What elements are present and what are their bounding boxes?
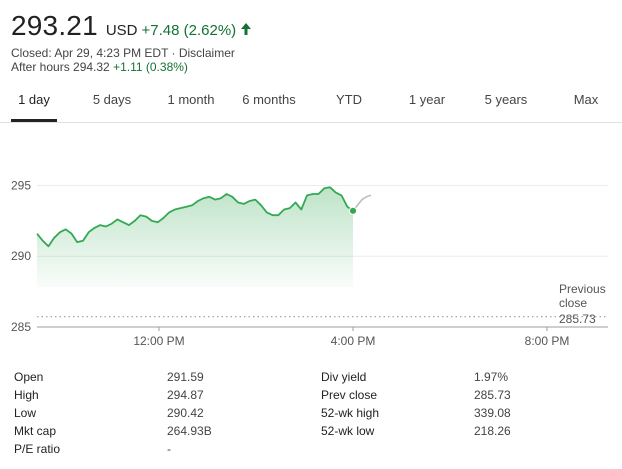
stat-value-mkt-cap: 264.93B [167,424,212,438]
stat-value-high: 294.87 [167,388,204,402]
stat-label-52-wk-low: 52-wk low [321,424,375,438]
stat-value-pe-ratio: - [167,442,171,456]
stat-label-pe-ratio: P/E ratio [14,442,61,456]
stat-value-52-wk-low: 218.26 [474,424,511,438]
active-tab-indicator [11,119,57,122]
x-tick-label: 8:00 PM [525,334,570,348]
stat-label-low: Low [14,406,37,420]
stat-value-open: 291.59 [167,370,204,384]
stat-value-prev-close: 285.73 [474,388,511,402]
previous-close-label: close [559,296,587,310]
stat-label-open: Open [14,370,44,384]
x-tick-label: 12:00 PM [133,334,184,348]
tab-1-month[interactable]: 1 month [167,92,215,107]
y-tick-label: 285 [11,320,31,334]
closed-status: Closed: Apr 29, 4:23 PM EDT · Disclaimer [11,46,235,60]
arrow-up-icon [241,23,252,35]
y-tick-label: 290 [11,249,31,263]
y-tick-label: 295 [11,178,31,192]
price-line-series [36,186,354,248]
stat-label-prev-close: Prev close [321,388,378,402]
currency-code: USD [105,22,138,39]
close-point-marker [348,206,358,215]
price-line: 293.21 USD +7.48 (2.62%) [11,10,252,42]
tab-5-days[interactable]: 5 days [92,92,132,107]
tab-1-day[interactable]: 1 day [18,92,50,107]
stat-value-div-yield: 1.97% [474,370,509,384]
tab-ytd[interactable]: YTD [336,92,362,107]
stat-label-high: High [14,388,39,402]
after-hours-price: After hours 294.32 [11,60,110,74]
stat-value-low: 290.42 [167,406,204,420]
previous-close-value: 285.73 [559,312,596,326]
stat-label-mkt-cap: Mkt cap [14,424,57,438]
range-tabs: 1 day 5 days 1 month 6 months YTD 1 year… [0,86,622,123]
stat-label-div-yield: Div yield [321,370,367,384]
after-hours-change: +1.11 (0.38%) [113,60,188,74]
x-tick-label: 4:00 PM [331,334,376,348]
price-area-fill [37,187,353,287]
previous-close-label: Previous [559,282,606,296]
market-status: Closed: Apr 29, 4:23 PM EDT · Disclaimer… [11,46,252,74]
tab-max[interactable]: Max [573,92,599,107]
stat-label-52-wk-high: 52-wk high [321,406,380,420]
tab-5-years[interactable]: 5 years [484,92,528,107]
current-price: 293.21 [11,10,98,41]
tab-1-year[interactable]: 1 year [408,92,446,107]
quote-header: 293.21 USD +7.48 (2.62%) Closed: Apr 29,… [11,10,252,74]
after-hours-line-series [352,194,372,212]
stat-value-52-wk-high: 339.08 [474,406,511,420]
price-change: +7.48 (2.62%) [141,22,237,39]
after-hours-row: After hours 294.32 +1.11 (0.38%) [11,60,252,74]
tab-6-months[interactable]: 6 months [242,92,296,107]
